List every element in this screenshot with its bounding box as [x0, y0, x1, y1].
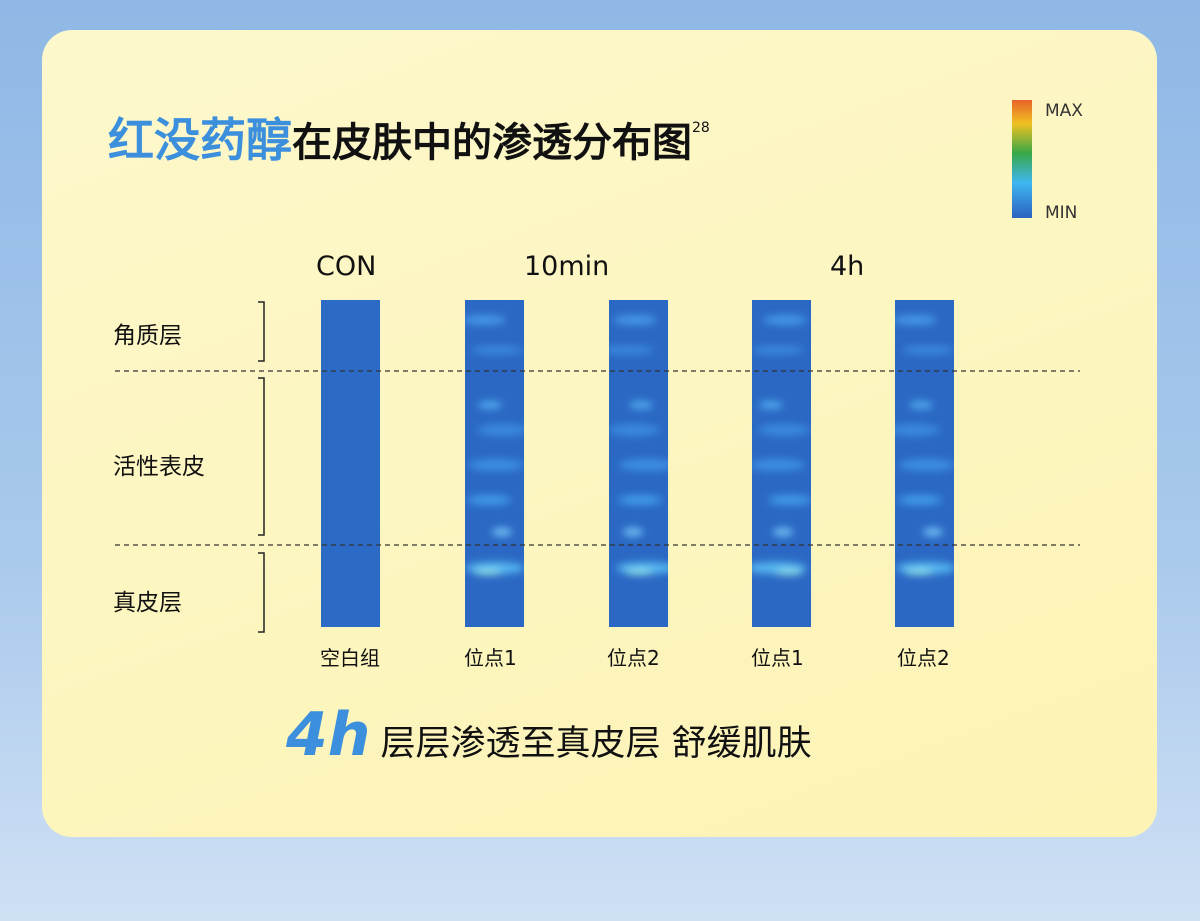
legend-max: MAX	[1045, 101, 1083, 121]
strip-label: 位点1	[464, 646, 517, 670]
layer-label: 真皮层	[113, 590, 182, 616]
title-highlight: 红没药醇	[108, 113, 292, 167]
brackets	[258, 301, 265, 633]
layer-label: 活性表皮	[113, 454, 205, 480]
dividers	[115, 370, 1080, 546]
strip	[609, 300, 668, 627]
layer-label: 角质层	[113, 323, 182, 349]
strip-label: 位点2	[607, 646, 660, 670]
title-text: 在皮肤中的渗透分布图	[292, 120, 692, 166]
strip-con	[321, 300, 380, 627]
legend-bar	[1012, 100, 1032, 218]
legend-min: MIN	[1045, 203, 1078, 223]
strip-label: 空白组	[320, 646, 380, 670]
strip	[752, 300, 811, 627]
title: 红没药醇在皮肤中的渗透分布图28	[108, 104, 710, 170]
footer-text: 层层渗透至真皮层 舒缓肌肤	[380, 724, 812, 764]
strip-label: 位点1	[751, 646, 804, 670]
footer: 4h 层层渗透至真皮层 舒缓肌肤	[286, 700, 812, 770]
group-label: CON	[316, 251, 377, 282]
group-label: 10min	[524, 251, 610, 282]
superscript: 28	[692, 120, 710, 136]
group-label: 4h	[830, 251, 865, 282]
strip	[895, 300, 954, 627]
strip-label: 位点2	[897, 646, 950, 670]
footer-highlight: 4h	[286, 700, 371, 770]
strip	[465, 300, 524, 627]
card	[42, 30, 1157, 837]
